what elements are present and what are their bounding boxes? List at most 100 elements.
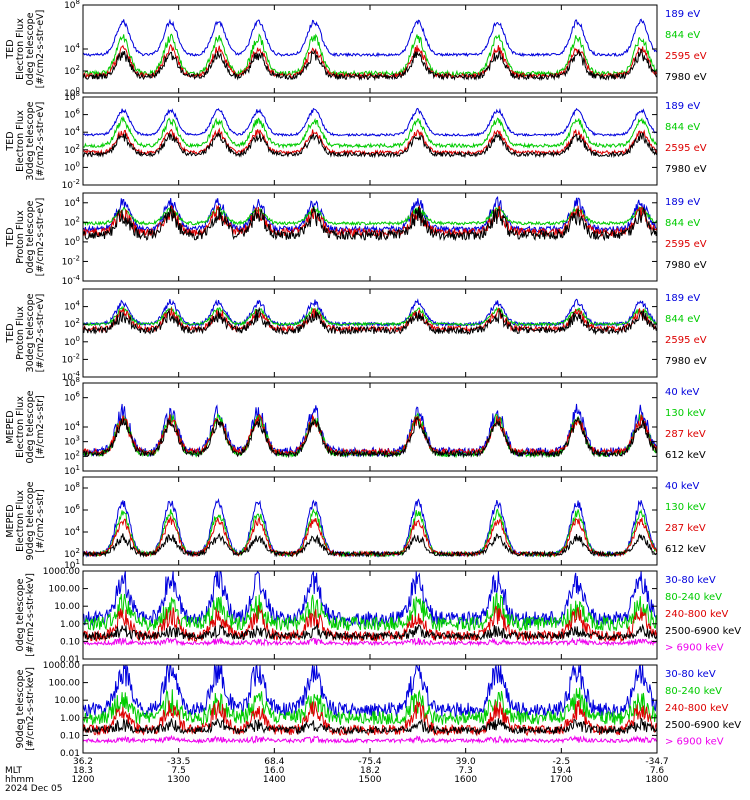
panel-4: 104 102 100 10-2 10-4 TED Proton Flux 30deg tel… (5, 288, 707, 383)
legend-entry: 2595 eV (665, 239, 707, 250)
y-tick-label: 100 (64, 335, 80, 348)
series-line-240-800-kev (82, 699, 658, 737)
y-tick-label: 100 (64, 160, 80, 173)
legend-entry: 189 eV (665, 101, 700, 112)
legend-entry: 612 keV (665, 544, 706, 555)
y-tick-label: 1000.00 (43, 661, 80, 671)
y-axis-label: [#/cm2-s-str-keV] (25, 573, 36, 657)
legend-entry: 844 eV (665, 30, 700, 41)
legend-entry: 30-80 keV (665, 669, 716, 680)
y-tick-label: 104 (64, 125, 80, 138)
series-line-80-240-kev (82, 592, 658, 633)
series-line--6900-kev (82, 636, 658, 647)
x-tick-hhmm: 1200 (72, 775, 95, 785)
y-tick-label: 10-4 (62, 370, 81, 383)
x-tick-mlt: 7.3 (459, 766, 473, 776)
y-axis-label: 30deg telescope (25, 293, 36, 372)
y-tick-label: 101 (64, 464, 80, 477)
y-axis-label: [#/cm2-s-str-keV] (25, 667, 36, 751)
series-line-189-ev (82, 107, 658, 138)
y-tick-label: 102 (64, 215, 80, 228)
series-line-2500-6900-kev (82, 623, 658, 642)
legend-entry: 80-240 keV (665, 592, 722, 603)
y-tick-label: 104 (64, 420, 80, 433)
y-axis-label: TED (5, 323, 16, 343)
legend-entry: 80-240 keV (665, 686, 722, 697)
panel-8: 1000.00 100.00 10.00 1.00 0.10 0.01 90deg tele… (15, 661, 741, 759)
series-line-130-kev (82, 508, 658, 559)
y-tick-label: 100 (64, 235, 80, 248)
legend-entry: 30-80 keV (665, 575, 716, 586)
series-line-2595-ev (82, 43, 658, 80)
y-axis-label: 0deg telescope (25, 390, 36, 463)
legend-entry: 7980 eV (665, 164, 707, 175)
panel-3: 104 102 100 10-2 10-4 TED Proton Flux 0deg tele… (5, 192, 707, 287)
y-axis-label: Electron Flux (15, 18, 26, 80)
y-axis-label: Proton Flux (15, 306, 26, 360)
x-tick-lon: -2.5 (553, 757, 571, 767)
legend-entry: 189 eV (665, 293, 700, 304)
legend-entry: 844 eV (665, 218, 700, 229)
y-tick-label: 108 (64, 90, 80, 103)
legend-entry: 7980 eV (665, 260, 707, 271)
series-line-612-kev (82, 532, 658, 558)
y-tick-label: 100.00 (49, 585, 81, 595)
legend-entry: 612 keV (665, 450, 706, 461)
x-tick-mlt: 19.4 (551, 766, 571, 776)
legend-entry: 844 eV (665, 122, 700, 133)
y-tick-label: 10-2 (62, 254, 80, 267)
x-tick-mlt: 18.3 (73, 766, 93, 776)
y-tick-label: 102 (64, 143, 80, 156)
legend-entry: 287 keV (665, 523, 706, 534)
x-tick-lon: 39.0 (456, 757, 476, 767)
series-line--6900-kev (82, 734, 658, 745)
x-row-label: hhmm (5, 775, 34, 785)
y-tick-label: 10-2 (62, 352, 80, 365)
y-tick-label: 104 (64, 42, 80, 55)
x-tick-mlt: 7.5 (172, 766, 186, 776)
x-tick-lon: -33.5 (167, 757, 190, 767)
y-axis-label: [#/cm2-s-str-eV] (35, 294, 46, 373)
legend-entry: 130 keV (665, 408, 706, 419)
y-tick-label: 102 (64, 317, 80, 330)
y-axis-label: TED (5, 227, 16, 247)
y-tick-label: 0.01 (60, 749, 80, 759)
y-axis-label: 0deg telescope (15, 578, 26, 651)
series-line-844-ev (82, 305, 658, 327)
y-tick-label: 1.00 (60, 620, 80, 630)
x-tick-hhmm: 1700 (550, 775, 573, 785)
x-tick-hhmm: 1800 (646, 775, 669, 785)
y-tick-label: 0.10 (60, 731, 80, 741)
y-axis-label: [#/cm2-s-str] (35, 489, 46, 552)
y-tick-label: 106 (64, 391, 80, 404)
x-tick-hhmm: 1400 (263, 775, 286, 785)
y-axis-label: MEPED (5, 504, 16, 537)
y-axis-label: Electron Flux (15, 110, 26, 172)
series-line-189-ev (82, 18, 658, 58)
y-axis-label: 90deg telescope (25, 481, 36, 560)
legend-entry: 40 keV (665, 387, 699, 398)
y-axis-label: 30deg telescope (25, 101, 36, 180)
legend-entry: 2595 eV (665, 335, 707, 346)
series-line-40-kev (82, 497, 658, 559)
y-axis-label: Electron Flux (15, 396, 26, 458)
x-tick-lon: -34.7 (645, 757, 668, 767)
y-tick-label: 102 (64, 64, 80, 77)
series-line-7980-ev (82, 131, 658, 159)
legend-entry: > 6900 keV (665, 737, 724, 748)
x-tick-mlt: 18.2 (360, 766, 380, 776)
y-tick-label: 0.01 (60, 655, 80, 665)
series-line-844-ev (82, 116, 658, 150)
legend-entry: 189 eV (665, 197, 700, 208)
y-tick-label: 108 (64, 0, 80, 11)
series-line-844-ev (82, 205, 658, 227)
x-tick-mlt: 16.0 (264, 766, 284, 776)
legend-entry: 40 keV (665, 481, 699, 492)
x-tick-hhmm: 1500 (359, 775, 382, 785)
legend-entry: 844 eV (665, 314, 700, 325)
x-tick-lon: 36.2 (73, 757, 93, 767)
y-axis-label: Proton Flux (15, 210, 26, 264)
y-tick-label: 103 (64, 435, 80, 448)
y-axis-label: TED (5, 131, 16, 151)
y-tick-label: 106 (64, 503, 80, 516)
